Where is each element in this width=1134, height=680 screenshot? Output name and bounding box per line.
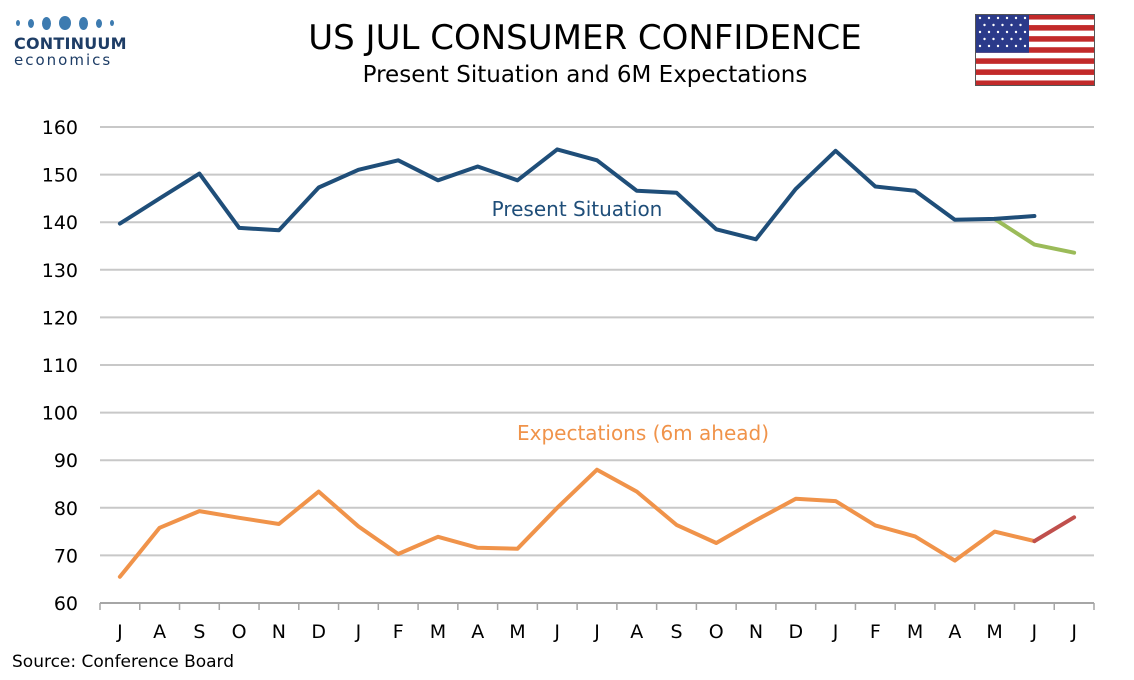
y-tick-label: 70 — [54, 545, 78, 567]
continuum-logo: CONTINUUM economics — [14, 14, 144, 69]
chart-subtitle: Present Situation and 6M Expectations — [362, 62, 808, 88]
source-note: Source: Conference Board — [12, 652, 235, 672]
x-tick-label: M — [509, 621, 525, 643]
series-line-present-situation-revised — [992, 216, 1077, 255]
y-tick-label: 160 — [42, 117, 78, 139]
x-tick-label: O — [709, 621, 724, 643]
x-tick-label: S — [670, 621, 682, 643]
y-tick-label: 150 — [42, 165, 78, 187]
x-tick-label: J — [593, 621, 600, 643]
us-flag-icon — [975, 14, 1095, 86]
x-tick-label: S — [193, 621, 205, 643]
x-tick-label: M — [907, 621, 923, 643]
x-axis — [99, 602, 1095, 610]
x-tick-label: N — [272, 621, 286, 643]
expectations-label: Expectations (6m ahead) — [517, 421, 769, 445]
y-axis-ticks: 60 70 80 90 100 110 120 130 140 150 160 — [42, 117, 78, 615]
x-tick-label: J — [553, 621, 560, 643]
y-tick-label: 140 — [42, 212, 78, 234]
x-tick-label: M — [986, 621, 1002, 643]
y-tick-label: 120 — [42, 307, 78, 329]
y-tick-label: 60 — [54, 593, 78, 615]
x-tick-label: J — [1031, 621, 1038, 643]
logo-dots-icon — [16, 14, 144, 32]
x-tick-label: N — [749, 621, 763, 643]
series-lines — [117, 147, 1077, 579]
x-tick-label: A — [153, 621, 166, 643]
y-tick-label: 100 — [42, 403, 78, 425]
series-line-present-situation — [117, 147, 1037, 242]
x-tick-label: A — [948, 621, 961, 643]
y-tick-label: 130 — [42, 260, 78, 282]
x-tick-label: F — [393, 621, 404, 643]
x-tick-label: D — [311, 621, 326, 643]
grid-lines — [100, 126, 1094, 557]
annotations: Present Situation Expectations (6m ahead) — [492, 197, 769, 445]
series-line-expectations — [117, 467, 1037, 579]
x-tick-label: J — [832, 621, 839, 643]
x-tick-label: D — [788, 621, 803, 643]
present-situation-label: Present Situation — [492, 197, 663, 221]
x-tick-label: M — [430, 621, 446, 643]
x-tick-label: O — [232, 621, 247, 643]
chart-title: US JUL CONSUMER CONFIDENCE — [308, 18, 862, 58]
logo-subtitle: economics — [14, 51, 113, 69]
x-tick-label: J — [1070, 621, 1077, 643]
x-tick-label: J — [116, 621, 123, 643]
y-tick-label: 110 — [42, 355, 78, 377]
logo-name: CONTINUUM — [14, 34, 127, 53]
y-tick-label: 90 — [54, 450, 78, 472]
x-tick-label: F — [870, 621, 881, 643]
x-tick-label: J — [355, 621, 362, 643]
series-line-expectations-latest — [1032, 515, 1077, 544]
x-tick-label: A — [630, 621, 643, 643]
x-tick-label: A — [471, 621, 484, 643]
y-tick-label: 80 — [54, 498, 78, 520]
